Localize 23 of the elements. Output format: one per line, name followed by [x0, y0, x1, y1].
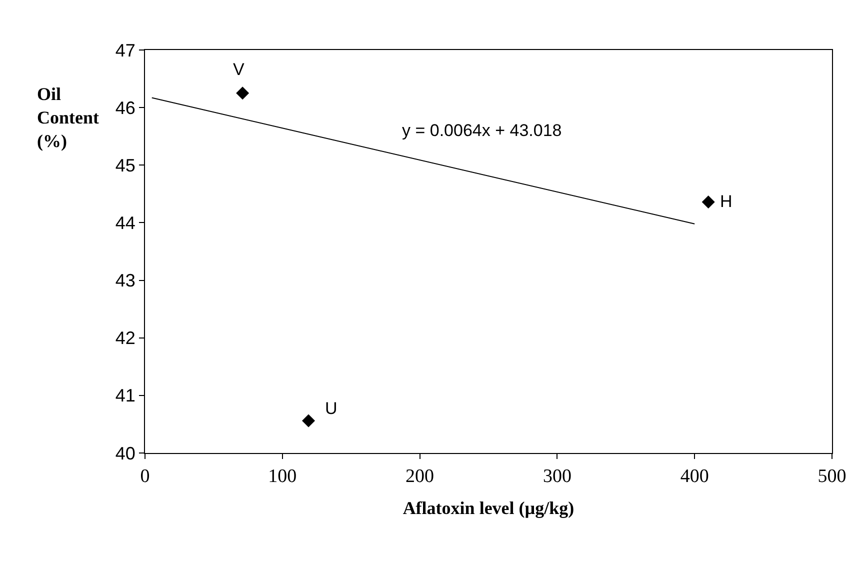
y-tick-label: 46: [115, 98, 136, 118]
x-axis-title: Aflatoxin level (µg/kg): [402, 498, 574, 518]
x-tick-label: 100: [268, 466, 297, 487]
x-tick-label: 0: [140, 466, 150, 487]
point: [702, 195, 715, 208]
y-tick-label: 42: [115, 328, 136, 348]
x-tick-label: 200: [406, 466, 434, 487]
annotation: H: [720, 192, 732, 211]
y-tick-label: 41: [115, 386, 136, 406]
y-axis-title: Oil Content (%): [37, 84, 100, 151]
y-tick-label: 47: [115, 40, 136, 60]
annotation: y = 0.0064x + 43.018: [402, 121, 562, 140]
point: [236, 86, 250, 100]
y-tick-label: 43: [115, 270, 136, 291]
x-tick-label: 400: [680, 466, 709, 487]
x-tick-label: 500: [818, 466, 846, 487]
y-tick-label: 40: [115, 443, 136, 464]
y-tick-label: 44: [115, 213, 136, 234]
annotation: U: [325, 399, 338, 418]
annotation: V: [233, 60, 245, 79]
point: [302, 414, 316, 428]
x-tick-label: 300: [542, 466, 572, 487]
y-tick-label: 45: [115, 155, 136, 176]
